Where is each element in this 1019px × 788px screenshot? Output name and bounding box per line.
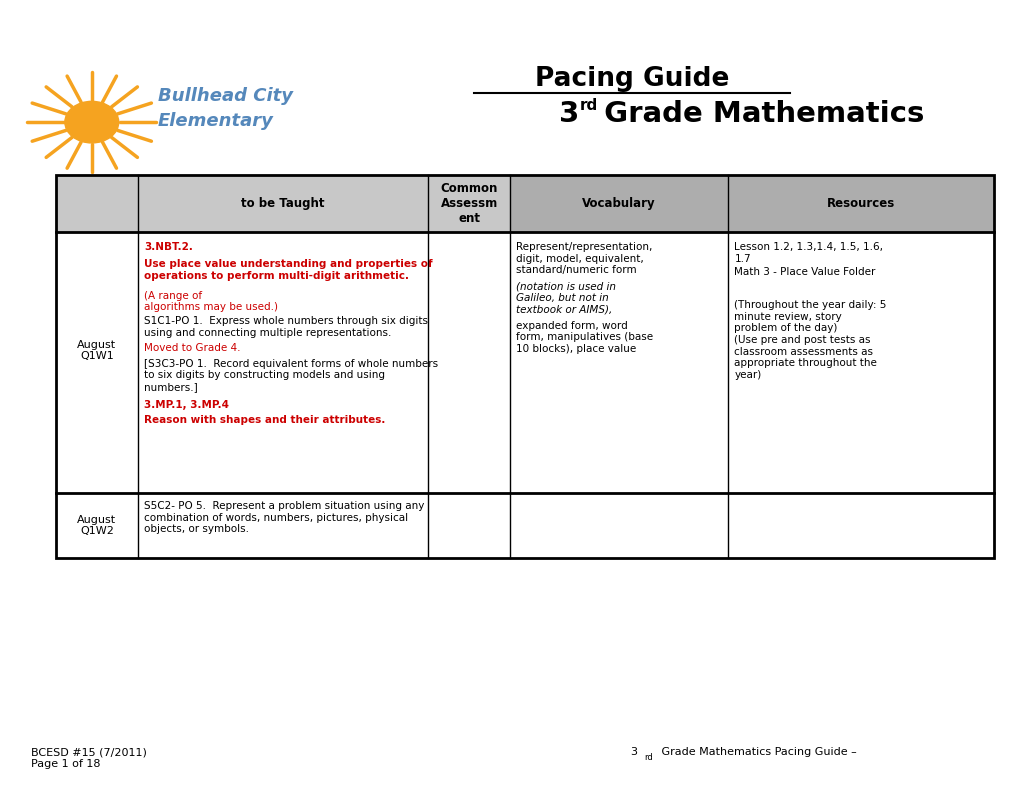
Text: (A range of
algorithms may be used.): (A range of algorithms may be used.)	[144, 291, 277, 312]
Circle shape	[65, 102, 118, 143]
Text: 3: 3	[630, 747, 637, 757]
Text: Represent/representation,
digit, model, equivalent,
standard/numeric form: Represent/representation, digit, model, …	[516, 242, 652, 275]
Bar	[56, 175, 994, 232]
Bar	[56, 175, 994, 558]
Text: Elementary: Elementary	[158, 112, 274, 129]
Text: Lesson 1.2, 1.3,1.4, 1.5, 1.6,
1.7: Lesson 1.2, 1.3,1.4, 1.5, 1.6, 1.7	[734, 242, 882, 263]
Text: Pacing Guide: Pacing Guide	[535, 66, 729, 91]
Text: Resources: Resources	[826, 197, 895, 210]
Text: August
Q1W2: August Q1W2	[77, 515, 116, 537]
Text: 3.MP.1, 3.MP.4: 3.MP.1, 3.MP.4	[144, 400, 228, 410]
Text: (notation is used in
Galileo, but not in
textbook or AIMS),: (notation is used in Galileo, but not in…	[516, 281, 615, 314]
Text: [S3C3-PO 1.  Record equivalent forms of whole numbers
to six digits by construct: [S3C3-PO 1. Record equivalent forms of w…	[144, 359, 437, 392]
Text: expanded form, word
form, manipulatives (base
10 blocks), place value: expanded form, word form, manipulatives …	[516, 321, 652, 354]
Bar	[728, 175, 994, 232]
Text: Grade Mathematics Pacing Guide –: Grade Mathematics Pacing Guide –	[657, 747, 856, 757]
Text: Vocabulary: Vocabulary	[582, 197, 655, 210]
Text: Moved to Grade 4.: Moved to Grade 4.	[144, 343, 240, 353]
Text: Reason with shapes and their attributes.: Reason with shapes and their attributes.	[144, 415, 385, 426]
Text: (Throughout the year daily: 5
minute review, story
problem of the day)
(Use pre : (Throughout the year daily: 5 minute rev…	[734, 300, 886, 380]
Text: BCESD #15 (7/2011)
Page 1 of 18: BCESD #15 (7/2011) Page 1 of 18	[31, 747, 147, 768]
Text: to be Taught: to be Taught	[242, 197, 324, 210]
Text: 3: 3	[558, 100, 579, 128]
Text: Grade Mathematics: Grade Mathematics	[593, 100, 923, 128]
Bar	[510, 175, 728, 232]
Text: Use place value understanding and properties of
operations to perform multi-digi: Use place value understanding and proper…	[144, 259, 432, 281]
Text: August
Q1W1: August Q1W1	[77, 340, 116, 362]
Text: Common
Assessm
ent: Common Assessm ent	[440, 182, 497, 225]
Text: rd: rd	[644, 753, 653, 762]
Text: 3.NBT.2.: 3.NBT.2.	[144, 242, 193, 252]
Text: Math 3 - Place Value Folder: Math 3 - Place Value Folder	[734, 267, 875, 277]
Text: S5C2- PO 5.  Represent a problem situation using any
combination of words, numbe: S5C2- PO 5. Represent a problem situatio…	[144, 501, 424, 534]
Text: rd: rd	[579, 98, 597, 113]
Text: S1C1-PO 1.  Express whole numbers through six digits
using and connecting multip: S1C1-PO 1. Express whole numbers through…	[144, 316, 427, 337]
Text: Bullhead City: Bullhead City	[158, 87, 292, 105]
